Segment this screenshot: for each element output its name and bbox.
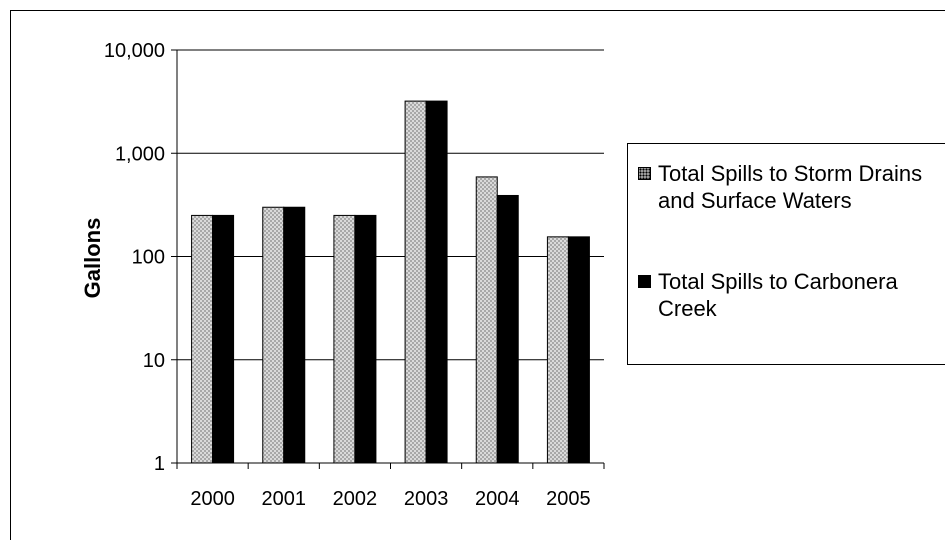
bar-storm-drains [546, 236, 569, 464]
bar-carbonera-creek [354, 214, 377, 464]
bar-carbonera-creek [212, 214, 235, 464]
legend-label: Total Spills to Carbonera Creek [658, 269, 898, 321]
bar-storm-drains [262, 206, 285, 464]
x-tick-label: 2001 [262, 488, 307, 510]
y-tick-label: 10 [143, 350, 165, 372]
legend-entry-storm-drains: Total Spills to Storm Drains and Surface… [638, 160, 928, 214]
bars [191, 100, 590, 464]
x-tick-label: 2000 [190, 488, 235, 510]
bar-carbonera-creek [425, 100, 448, 464]
bar-storm-drains [475, 176, 498, 464]
chart-frame [10, 10, 945, 540]
y-axis-label: Gallons [80, 218, 105, 299]
legend-entry-carbonera-creek: Total Spills to Carbonera Creek [638, 268, 945, 322]
bar-storm-drains [191, 214, 214, 464]
bar-carbonera-creek [496, 194, 519, 464]
y-tick-label: 1,000 [115, 143, 165, 165]
y-tick-label: 10,000 [104, 40, 165, 62]
x-tick-label: 2005 [546, 488, 591, 510]
y-tick-label: 1 [154, 453, 165, 475]
bar-carbonera-creek [567, 236, 590, 464]
y-tick-label: 100 [132, 247, 165, 269]
axes: 10,000 1,000 100 10 1 2000 2001 2002 2003 2004 200… [104, 40, 605, 510]
legend-label: Total Spills to Storm Drains and Surface… [658, 161, 923, 213]
bar-storm-drains [404, 100, 427, 464]
chart-legend: Total Spills to Storm Drains and Surface… [627, 143, 945, 365]
legend-swatch-solid [638, 275, 651, 288]
x-tick-label: 2004 [475, 488, 520, 510]
gridlines [177, 49, 604, 361]
legend-swatch-hatched [638, 167, 651, 180]
x-tick-label: 2003 [404, 488, 449, 510]
bar-carbonera-creek [283, 206, 306, 464]
bar-storm-drains [333, 214, 356, 464]
x-tick-label: 2002 [333, 488, 378, 510]
